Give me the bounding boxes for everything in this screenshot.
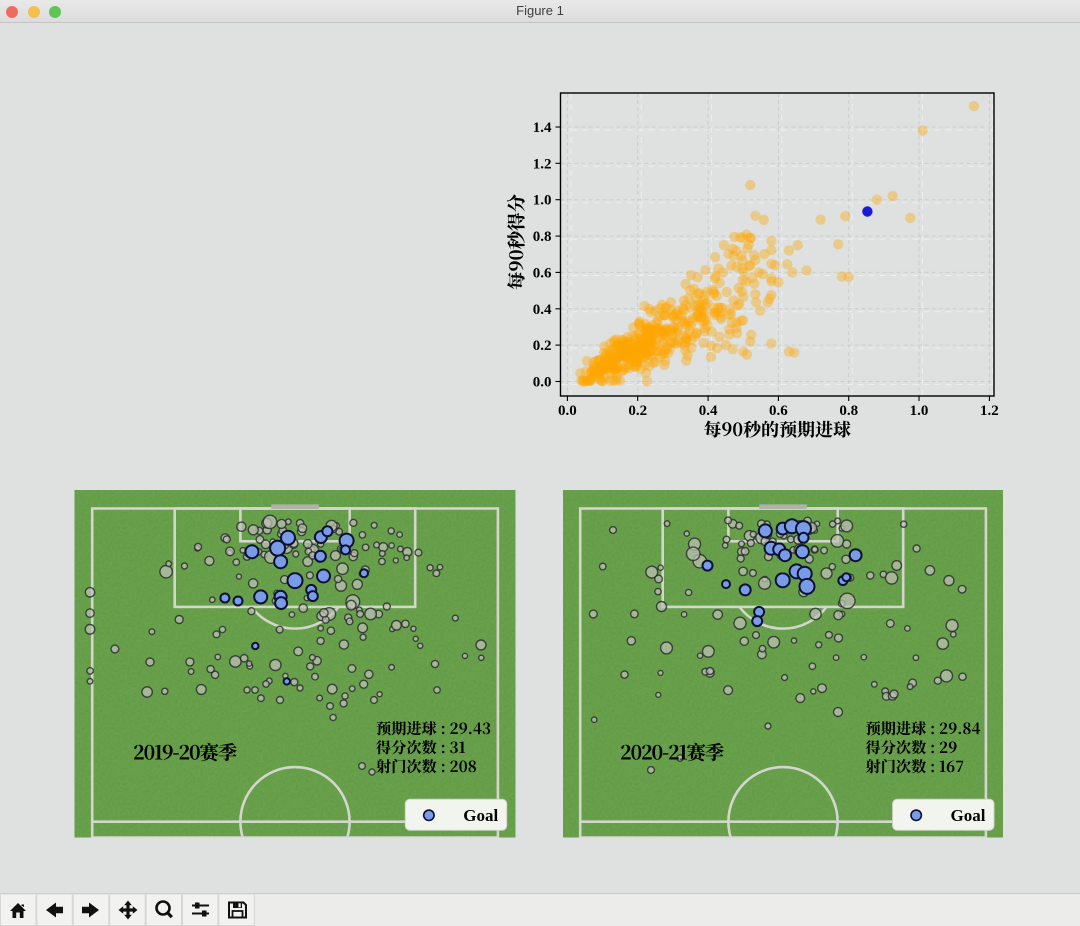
- svg-text:0.0: 0.0: [533, 375, 552, 391]
- svg-text:0.8: 0.8: [533, 229, 552, 245]
- svg-text:Goal: Goal: [951, 806, 986, 825]
- svg-text:Goal: Goal: [463, 806, 498, 825]
- svg-text:0.4: 0.4: [533, 302, 552, 318]
- svg-text:0.2: 0.2: [533, 338, 552, 354]
- svg-text:0.2: 0.2: [628, 403, 647, 419]
- svg-text:0.8: 0.8: [839, 403, 858, 419]
- svg-text:1.2: 1.2: [980, 403, 999, 419]
- svg-text:1.4: 1.4: [533, 120, 552, 136]
- svg-text:1.0: 1.0: [910, 403, 929, 419]
- svg-text:0.0: 0.0: [558, 403, 577, 419]
- svg-text:0.4: 0.4: [699, 403, 718, 419]
- svg-text:1.0: 1.0: [533, 193, 552, 209]
- svg-text:0.6: 0.6: [533, 265, 552, 281]
- svg-text:1.2: 1.2: [533, 156, 552, 172]
- svg-text:0.6: 0.6: [769, 403, 788, 419]
